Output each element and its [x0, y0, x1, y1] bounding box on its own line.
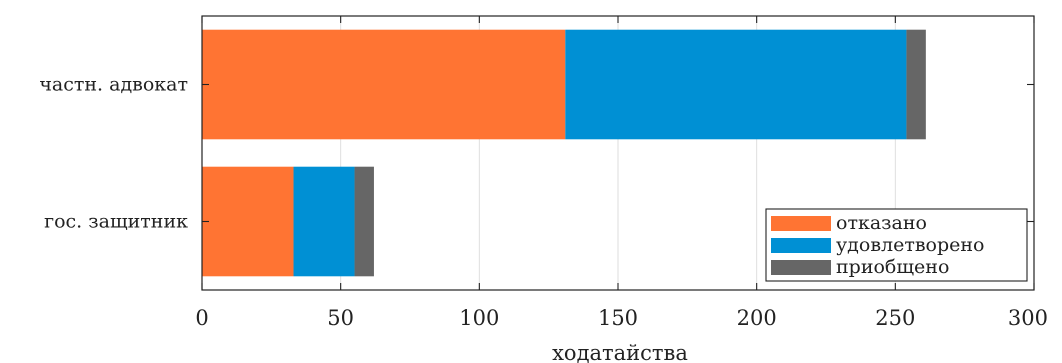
legend-swatch — [771, 216, 831, 231]
x-tick-label: 150 — [598, 306, 638, 330]
x-tick-label: 200 — [737, 306, 777, 330]
legend-label: приобщено — [836, 256, 949, 278]
legend-label: отказано — [836, 212, 927, 234]
legend-swatch — [771, 260, 831, 275]
bar-segment — [202, 166, 294, 277]
bars — [202, 29, 926, 277]
ticks — [201, 16, 1035, 290]
x-tick-labels: 0 50 100 150 200 250 300 — [195, 306, 1048, 330]
bar-segment — [906, 29, 926, 140]
bar-segment — [565, 29, 907, 140]
bar-segment — [202, 29, 566, 140]
legend-label: удовлетворено — [836, 234, 984, 256]
x-tick-label: 50 — [327, 306, 354, 330]
x-tick-label: 0 — [195, 306, 208, 330]
x-tick-label: 250 — [875, 306, 915, 330]
category-label: гос. защитник — [44, 211, 188, 233]
legend-swatch — [771, 238, 831, 253]
category-labels: частн. адвокат гос. защитник — [39, 74, 188, 233]
bar-segment — [354, 166, 374, 277]
category-label: частн. адвокат — [39, 74, 188, 96]
bar-segment — [293, 166, 355, 277]
x-axis-label: ходатайства — [552, 341, 688, 363]
x-tick-label: 300 — [1008, 306, 1048, 330]
x-tick-label: 100 — [459, 306, 499, 330]
